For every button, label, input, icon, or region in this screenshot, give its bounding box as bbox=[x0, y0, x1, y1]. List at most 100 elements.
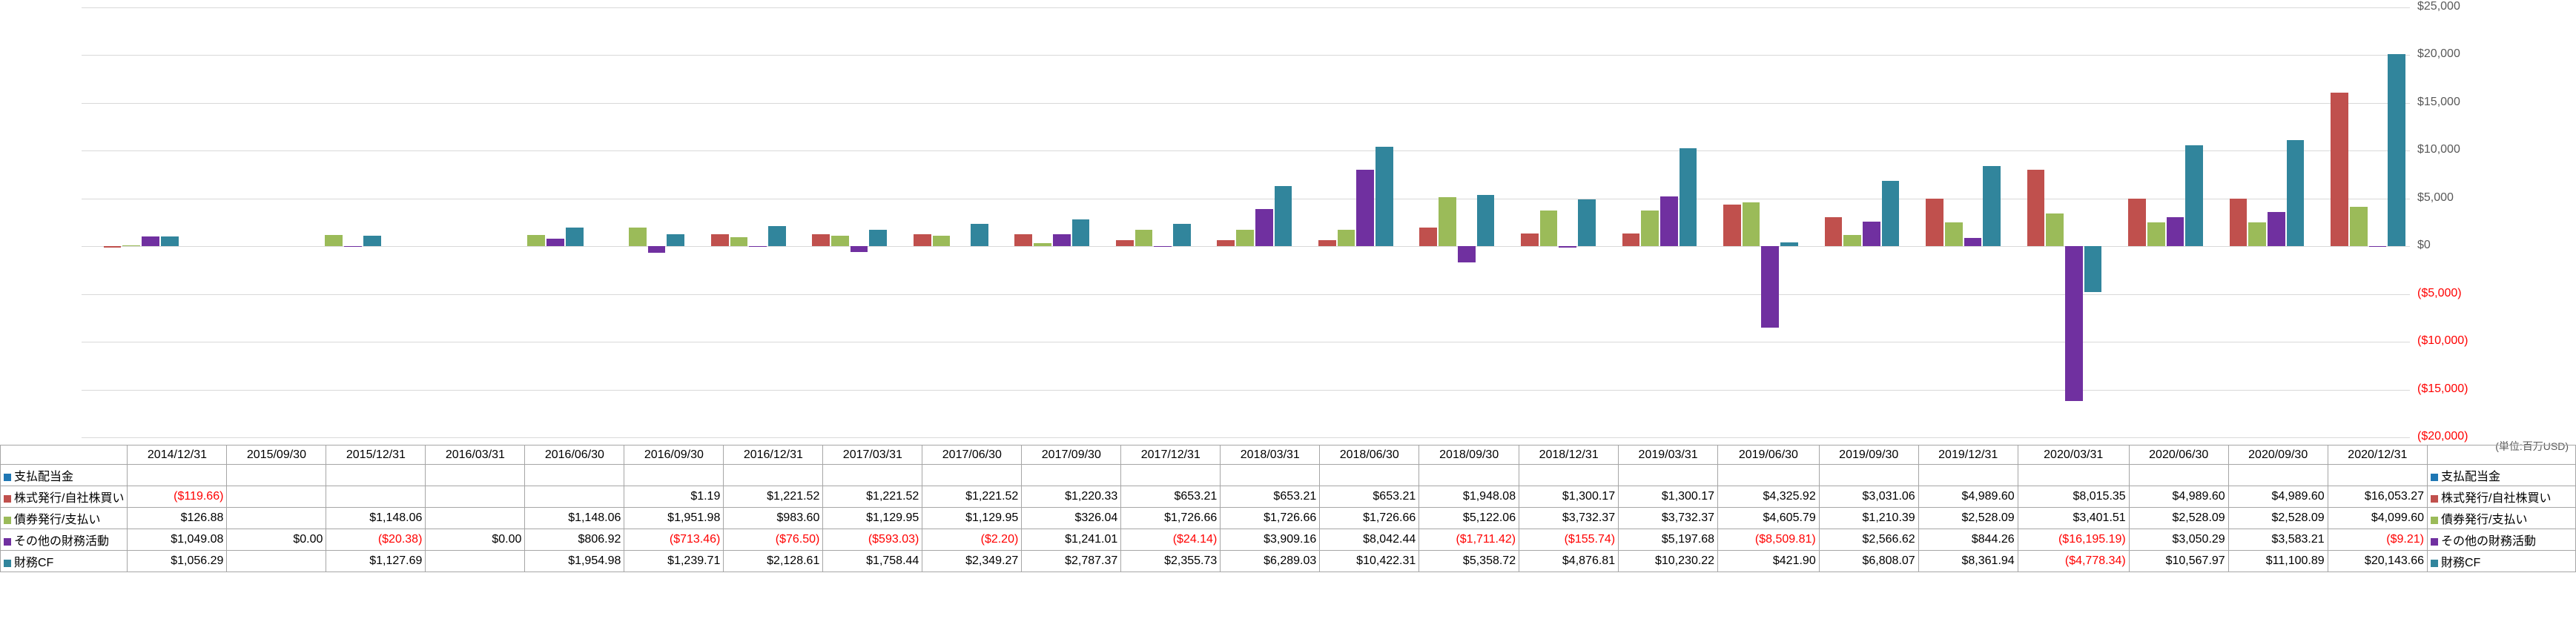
cell bbox=[1320, 465, 1419, 486]
bar-s2 bbox=[1521, 233, 1539, 246]
bar-s2 bbox=[1318, 240, 1336, 246]
cell bbox=[823, 465, 922, 486]
cell: $1,726.66 bbox=[1320, 508, 1419, 529]
cell: $983.60 bbox=[724, 508, 823, 529]
bar-s3 bbox=[629, 228, 647, 246]
y-tick-label: $25,000 bbox=[2417, 0, 2499, 13]
data-table: 2014/12/312015/09/302015/12/312016/03/31… bbox=[0, 445, 2576, 572]
bar-s5 bbox=[1477, 195, 1495, 246]
period-header: 2017/09/30 bbox=[1022, 445, 1121, 465]
cell: ($119.66) bbox=[128, 486, 227, 508]
cell bbox=[326, 465, 426, 486]
bar-s3 bbox=[2350, 207, 2368, 246]
bar-s2 bbox=[2331, 93, 2348, 246]
bar-s2 bbox=[711, 234, 729, 246]
cell: $2,787.37 bbox=[1022, 551, 1121, 572]
cell: $1,758.44 bbox=[823, 551, 922, 572]
period-header: 2017/03/31 bbox=[823, 445, 922, 465]
bar-s5 bbox=[363, 236, 381, 247]
data-table-wrap: 2014/12/312015/09/302015/12/312016/03/31… bbox=[0, 445, 2576, 572]
cell: $1,239.71 bbox=[624, 551, 724, 572]
period-header: 2019/06/30 bbox=[1718, 445, 1820, 465]
bar-s4 bbox=[1964, 238, 1982, 246]
bar-s3 bbox=[1945, 222, 1963, 247]
period-header: 2019/09/30 bbox=[1819, 445, 1918, 465]
bar-s3 bbox=[1641, 211, 1659, 246]
cell: $1,300.17 bbox=[1519, 486, 1619, 508]
bar-s5 bbox=[971, 224, 988, 246]
cell: $5,197.68 bbox=[1619, 529, 1718, 551]
cell bbox=[227, 551, 326, 572]
cell: $3,732.37 bbox=[1619, 508, 1718, 529]
cell bbox=[227, 465, 326, 486]
bar-s2 bbox=[1116, 240, 1134, 246]
cell: $6,289.03 bbox=[1221, 551, 1320, 572]
bar-s2 bbox=[812, 234, 830, 246]
cell bbox=[2129, 465, 2228, 486]
legend-right-s4: その他の財務活動 bbox=[2428, 529, 2576, 551]
cell bbox=[1022, 465, 1121, 486]
y-tick-label: $5,000 bbox=[2417, 191, 2499, 205]
cell: $0.00 bbox=[426, 529, 525, 551]
bar-s3 bbox=[1439, 197, 1456, 246]
legend-left-s5: 財務CF bbox=[1, 551, 128, 572]
period-header: 2020/09/30 bbox=[2228, 445, 2328, 465]
cell: ($1,711.42) bbox=[1419, 529, 1519, 551]
bar-s5 bbox=[2388, 54, 2405, 247]
bar-s3 bbox=[122, 245, 140, 247]
grid-line bbox=[82, 55, 2410, 56]
legend-left-s2: 株式発行/自社株買い bbox=[1, 486, 128, 508]
period-header: 2020/12/31 bbox=[2328, 445, 2427, 465]
bar-s4 bbox=[546, 239, 564, 246]
cell bbox=[128, 465, 227, 486]
bar-s2 bbox=[1825, 217, 1843, 246]
cell: $4,876.81 bbox=[1519, 551, 1619, 572]
cell: ($2.20) bbox=[922, 529, 1022, 551]
y-tick-label: $20,000 bbox=[2417, 47, 2499, 61]
bar-s2 bbox=[1622, 233, 1640, 246]
cell bbox=[624, 465, 724, 486]
period-header: 2019/12/31 bbox=[1918, 445, 2018, 465]
cell: $4,325.92 bbox=[1718, 486, 1820, 508]
grid-line bbox=[82, 103, 2410, 104]
cell: $1,948.08 bbox=[1419, 486, 1519, 508]
bar-s5 bbox=[1275, 186, 1292, 246]
cell: $1,241.01 bbox=[1022, 529, 1121, 551]
bar-s3 bbox=[1540, 211, 1558, 246]
cell: $1,221.52 bbox=[823, 486, 922, 508]
cell: ($24.14) bbox=[1121, 529, 1221, 551]
cell: $1,954.98 bbox=[525, 551, 624, 572]
cell: $1,127.69 bbox=[326, 551, 426, 572]
cell: $10,230.22 bbox=[1619, 551, 1718, 572]
cell: $2,349.27 bbox=[922, 551, 1022, 572]
bar-s4 bbox=[1660, 196, 1678, 246]
cell bbox=[1619, 465, 1718, 486]
cell: ($155.74) bbox=[1519, 529, 1619, 551]
bar-s5 bbox=[869, 230, 887, 247]
cell: $6,808.07 bbox=[1819, 551, 1918, 572]
period-header: 2018/09/30 bbox=[1419, 445, 1519, 465]
cell bbox=[2018, 465, 2129, 486]
bar-s3 bbox=[2147, 222, 2165, 247]
cell: $1,726.66 bbox=[1221, 508, 1320, 529]
bar-s3 bbox=[1135, 230, 1153, 246]
cell: $1.19 bbox=[624, 486, 724, 508]
bar-s2 bbox=[1419, 228, 1437, 246]
bar-s3 bbox=[2248, 222, 2266, 247]
bar-s5 bbox=[768, 226, 786, 246]
bar-s5 bbox=[1882, 181, 1900, 246]
period-header: 2020/03/31 bbox=[2018, 445, 2129, 465]
bar-s3 bbox=[1034, 243, 1051, 246]
cell: $1,148.06 bbox=[525, 508, 624, 529]
bar-s2 bbox=[1014, 234, 1032, 246]
cell bbox=[1121, 465, 1221, 486]
bar-s3 bbox=[527, 235, 545, 246]
legend-right-s5: 財務CF bbox=[2428, 551, 2576, 572]
y-tick-label: ($10,000) bbox=[2417, 334, 2499, 348]
cell: $2,528.09 bbox=[1918, 508, 2018, 529]
y-tick-label: ($20,000) bbox=[2417, 430, 2499, 443]
bar-s2 bbox=[1926, 199, 1943, 246]
cell bbox=[724, 465, 823, 486]
legend-right-s1: 支払配当金 bbox=[2428, 465, 2576, 486]
period-header: 2016/12/31 bbox=[724, 445, 823, 465]
